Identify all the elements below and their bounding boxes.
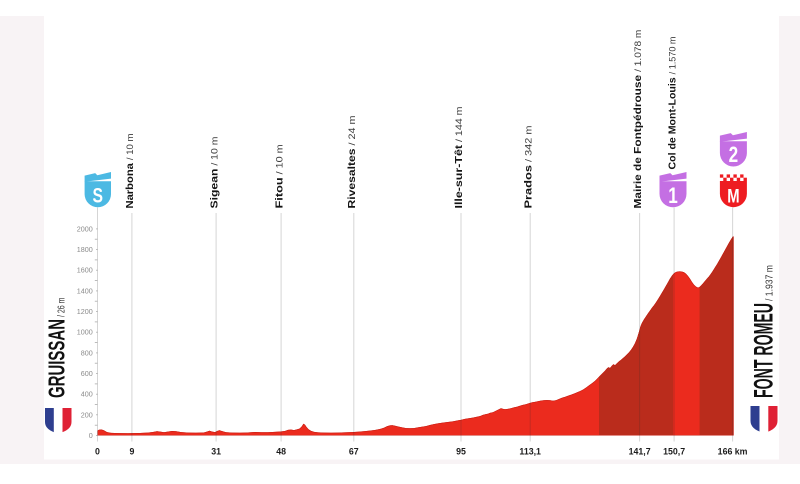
svg-text:1400: 1400 <box>77 286 93 295</box>
svg-text:800: 800 <box>81 348 93 357</box>
svg-text:1200: 1200 <box>77 307 93 316</box>
svg-text:GRUISSAN: GRUISSAN <box>43 319 69 398</box>
svg-text:2000: 2000 <box>77 224 93 233</box>
svg-text:/ 1.078 m: / 1.078 m <box>633 30 643 72</box>
svg-text:2: 2 <box>729 143 739 168</box>
svg-text:9: 9 <box>129 446 134 456</box>
svg-text:/ 342 m: / 342 m <box>523 126 533 163</box>
svg-text:Prados: Prados <box>522 165 534 209</box>
svg-text:Mairie de Fontpédrouse: Mairie de Fontpédrouse <box>632 75 644 209</box>
svg-text:/ 1.937 m: / 1.937 m <box>765 265 776 301</box>
svg-text:166 km: 166 km <box>718 446 748 456</box>
svg-text:0: 0 <box>89 431 93 440</box>
svg-text:M: M <box>727 186 739 207</box>
svg-text:48: 48 <box>276 446 286 456</box>
svg-text:/ 144 m: / 144 m <box>454 107 464 143</box>
svg-text:0: 0 <box>95 446 100 456</box>
svg-text:67: 67 <box>349 446 359 456</box>
svg-text:31: 31 <box>211 446 221 456</box>
svg-text:113,1: 113,1 <box>519 446 541 456</box>
svg-text:/ 10 m: / 10 m <box>125 134 135 161</box>
svg-text:1: 1 <box>668 184 678 209</box>
svg-text:S: S <box>93 183 104 207</box>
svg-text:150,7: 150,7 <box>663 446 685 456</box>
svg-text:95: 95 <box>456 446 466 456</box>
svg-text:FONT ROMEU: FONT ROMEU <box>749 303 779 398</box>
svg-text:400: 400 <box>81 390 93 399</box>
svg-text:Col de Mont-Louis: Col de Mont-Louis <box>666 77 678 169</box>
svg-text:141,7: 141,7 <box>629 446 651 456</box>
svg-text:Fitou: Fitou <box>273 177 285 208</box>
svg-text:/ 26 m: / 26 m <box>56 298 67 318</box>
svg-text:600: 600 <box>81 369 93 378</box>
svg-text:1000: 1000 <box>77 328 93 337</box>
svg-text:200: 200 <box>81 410 93 419</box>
svg-text:/ 10 m: / 10 m <box>274 144 284 174</box>
svg-text:Sigean: Sigean <box>208 169 220 209</box>
svg-text:Rivesaltes: Rivesaltes <box>346 148 358 208</box>
svg-text:1600: 1600 <box>77 266 93 275</box>
svg-text:/ 10 m: / 10 m <box>209 137 219 166</box>
svg-text:Narbona: Narbona <box>124 163 136 209</box>
svg-text:Ille-sur-Têt: Ille-sur-Têt <box>453 144 465 208</box>
svg-text:1800: 1800 <box>77 245 93 254</box>
svg-text:/ 1.570 m: / 1.570 m <box>667 37 677 75</box>
svg-text:/ 24 m: / 24 m <box>347 116 357 146</box>
